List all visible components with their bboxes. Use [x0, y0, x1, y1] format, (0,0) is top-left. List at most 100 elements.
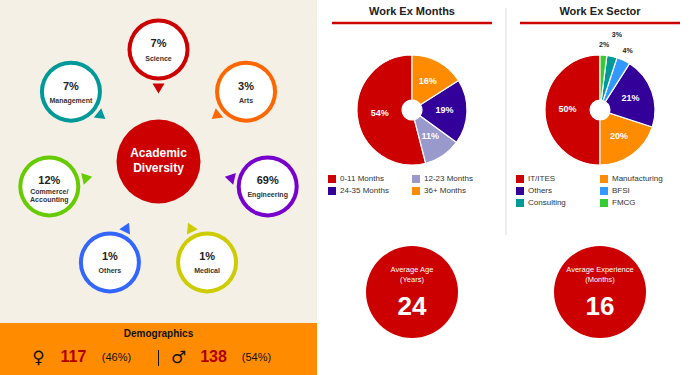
demographic-count: 117	[61, 348, 87, 365]
donut-chart: Work Ex Months 54% 11% 19% 16% 0-11 Months 12-…	[328, 5, 492, 195]
legend-item: Manufacturing	[600, 174, 663, 183]
bubble-arrow	[119, 223, 130, 235]
canvas: 7%Science3%Arts69%Engineering1%Medical1%…	[0, 0, 696, 375]
bubble-label: Medical	[194, 267, 220, 274]
chart-title: Work Ex Sector	[559, 5, 641, 17]
donut-slices	[545, 55, 655, 165]
chart-title: Demographics	[124, 328, 194, 339]
legend-swatch	[516, 187, 524, 195]
bubble-label: Others	[99, 267, 122, 274]
legend-item: BFSI	[600, 186, 630, 195]
stat-circle	[366, 246, 458, 338]
data-label: 16%	[419, 76, 437, 86]
legend-label: FMCG	[612, 198, 636, 207]
legend-swatch	[412, 175, 420, 183]
data-label: 2%	[599, 41, 610, 48]
demographic-share: (46%)	[102, 351, 131, 363]
bubble-inner	[241, 159, 295, 213]
donut-slices	[357, 55, 467, 165]
data-labels: 50% 20% 21% 4% 3%2%	[559, 31, 640, 141]
legend: IT/ITES Manufacturing Others BFSI Consulting…	[516, 174, 663, 207]
bubble-ring	[79, 231, 141, 293]
bubble-inner	[22, 159, 76, 213]
legend-label: Consulting	[528, 198, 566, 207]
donut-chart: Work Ex Sector 50% 20% 21% 4% 3%2% IT/ITES Manu…	[516, 5, 680, 207]
legend-item: 12-23 Months	[412, 174, 473, 183]
bubble-label: Engineering	[247, 191, 287, 199]
legend-swatch	[600, 175, 608, 183]
bubble-inner	[83, 235, 137, 289]
legend-label: 0-11 Months	[340, 174, 384, 183]
bubble-ring	[128, 19, 190, 81]
panel-divider	[506, 8, 507, 235]
stat-circle	[554, 246, 646, 338]
bubble: 1%Medical	[176, 223, 238, 294]
legend-swatch	[328, 187, 336, 195]
bubble-inner	[219, 65, 273, 119]
bubble: 12%Commerce/Accounting	[18, 155, 92, 217]
data-labels: 54% 11% 19% 16%	[371, 76, 454, 141]
bubble: 3% Arts	[212, 61, 277, 123]
bubble-chart: 7%Science3%Arts69%Engineering1%Medical1%…	[18, 19, 298, 294]
data-label: 11%	[421, 131, 439, 141]
bubble-label: Management	[50, 97, 93, 105]
legend-item: IT/ITES	[516, 174, 555, 183]
stats: Average Age(Years)24Average Experience(M…	[366, 246, 646, 338]
chart-title: Work Ex Months	[369, 5, 455, 17]
stat-label: Average Experience(Months)	[566, 265, 633, 284]
bubble-value: 3%	[238, 80, 254, 92]
center-bubble	[117, 120, 201, 204]
legend-item: Consulting	[516, 198, 566, 207]
bubble-ring	[40, 61, 102, 123]
title-underline	[332, 22, 492, 25]
demographics: Demographics♀117(46%)♂138(54%)	[0, 323, 317, 375]
stat-value: 24	[398, 291, 427, 321]
bubble-ring	[237, 155, 299, 217]
data-label: 20%	[610, 131, 628, 141]
legend-item: 24-35 Months	[328, 186, 389, 195]
data-label: 21%	[622, 93, 640, 103]
bubble-inner	[180, 235, 234, 289]
legend-swatch	[516, 199, 524, 207]
legend-label: Manufacturing	[612, 174, 663, 183]
slice	[600, 55, 607, 100]
chart-title: AcademicDiversity	[130, 146, 187, 175]
bubble-value: 69%	[257, 174, 279, 186]
data-label: 4%	[623, 47, 634, 54]
legend-label: BFSI	[612, 186, 630, 195]
bubble-value: 12%	[38, 174, 60, 186]
legend-swatch	[600, 199, 608, 207]
bubble-value: 7%	[63, 80, 79, 92]
legend: 0-11 Months 12-23 Months 24-35 Months 36+ M…	[328, 174, 473, 195]
bubble-arrow	[81, 173, 92, 185]
data-label: 54%	[371, 108, 389, 118]
right-panel	[317, 0, 696, 375]
legend-item: Others	[516, 186, 552, 195]
bubble-inner	[132, 23, 186, 77]
legend-item: 0-11 Months	[328, 174, 384, 183]
stat: Average Experience(Months)16	[554, 246, 646, 338]
legend-label: IT/ITES	[528, 174, 555, 183]
demographics-bar	[0, 323, 317, 375]
bubble-value: 7%	[151, 37, 167, 49]
bubble-label: Arts	[239, 97, 253, 104]
slice	[545, 55, 600, 165]
legend-label: 12-23 Months	[424, 174, 473, 183]
data-label: 50%	[559, 104, 577, 114]
data-label: 3%	[612, 31, 623, 38]
demographic-share: (54%)	[242, 351, 271, 363]
legend-item: 36+ Months	[412, 186, 466, 195]
legend-label: Others	[528, 186, 552, 195]
title-underline	[520, 22, 680, 25]
demographic-count: 138	[200, 348, 227, 365]
legend-item: FMCG	[600, 198, 636, 207]
bubble-ring	[18, 155, 80, 217]
bubble-arrow	[187, 223, 198, 235]
bubble-inner	[44, 65, 98, 119]
legend-label: 36+ Months	[424, 186, 466, 195]
bubble-ring	[176, 231, 238, 293]
demographic-symbol: ♀	[32, 347, 44, 367]
data-label: 19%	[435, 105, 453, 115]
bubble: 7%Science	[128, 19, 190, 94]
legend-swatch	[516, 175, 524, 183]
